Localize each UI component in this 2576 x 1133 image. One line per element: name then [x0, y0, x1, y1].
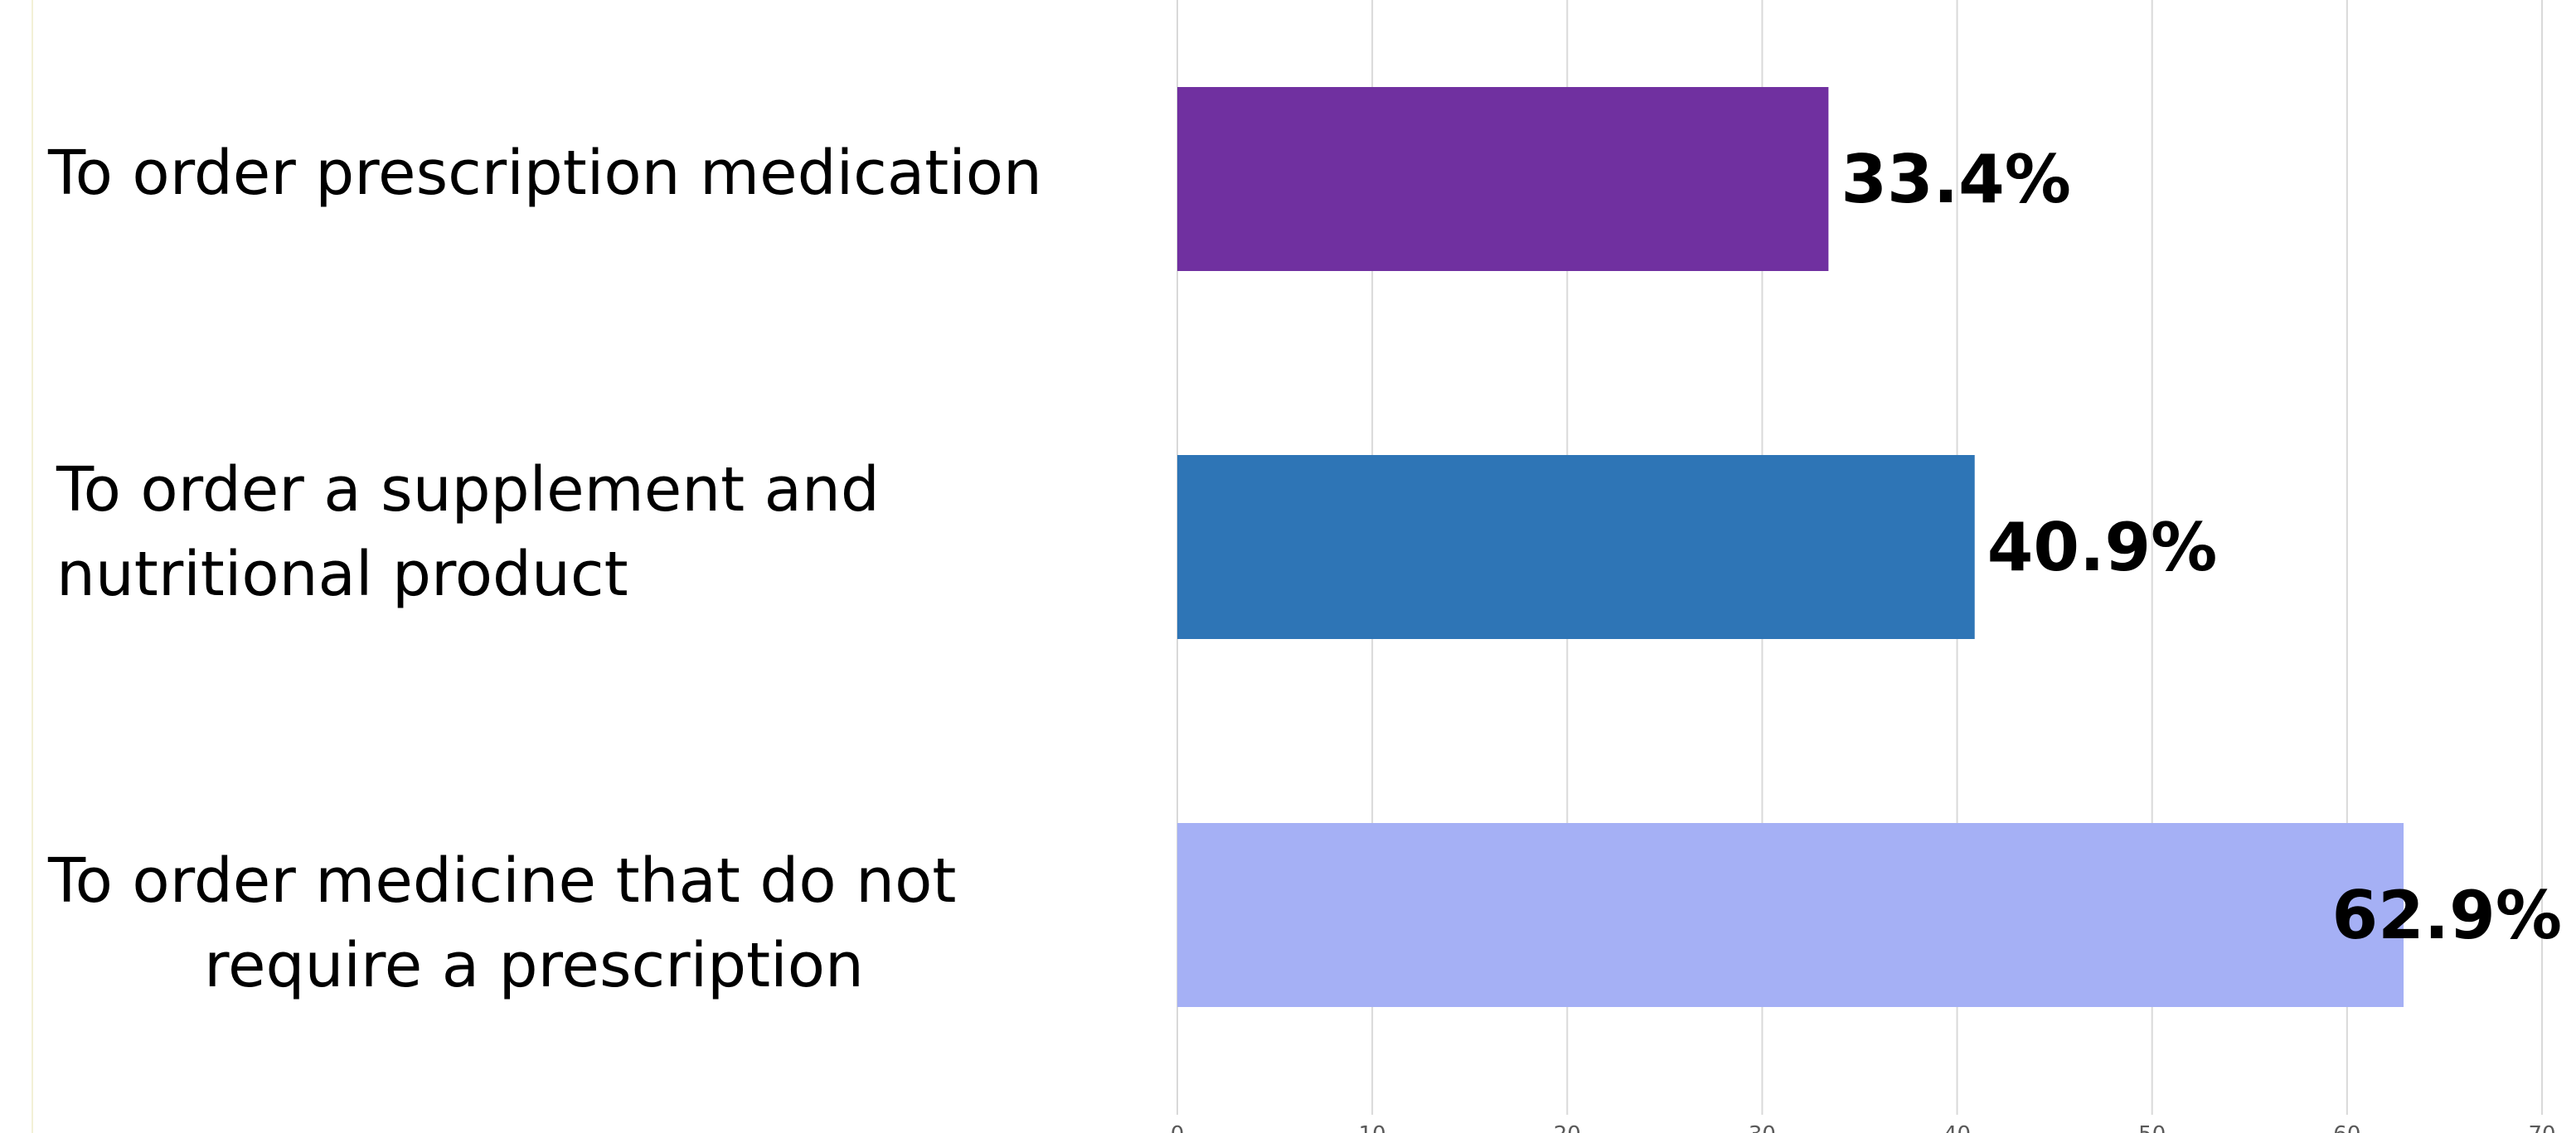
- bar-3: [1177, 823, 2404, 1007]
- x-tick-label-20: 20: [1554, 1122, 1581, 1133]
- x-tick-label-30: 30: [1749, 1122, 1776, 1133]
- data-label-1: 33.4%: [1841, 141, 2071, 218]
- data-label-2: 40.9%: [1987, 509, 2218, 586]
- x-tick-label-70: 70: [2528, 1122, 2555, 1133]
- category-label-3: To order medicine that do not require a …: [48, 845, 957, 1001]
- bar-1: [1177, 87, 1829, 271]
- x-tick-label-10: 10: [1359, 1122, 1386, 1133]
- data-label-3: 62.9%: [2331, 877, 2562, 954]
- category-label-1: To order prescription medication: [48, 138, 1042, 209]
- bar-2: [1177, 455, 1975, 639]
- category-label-2: To order a supplement and nutritional pr…: [56, 454, 880, 610]
- x-tick-label-40: 40: [1943, 1122, 1971, 1133]
- x-tick-label-0: 0: [1171, 1122, 1185, 1133]
- x-tick-label-60: 60: [2333, 1122, 2360, 1133]
- x-tick-label-50: 50: [2138, 1122, 2166, 1133]
- left-border: [32, 0, 33, 1133]
